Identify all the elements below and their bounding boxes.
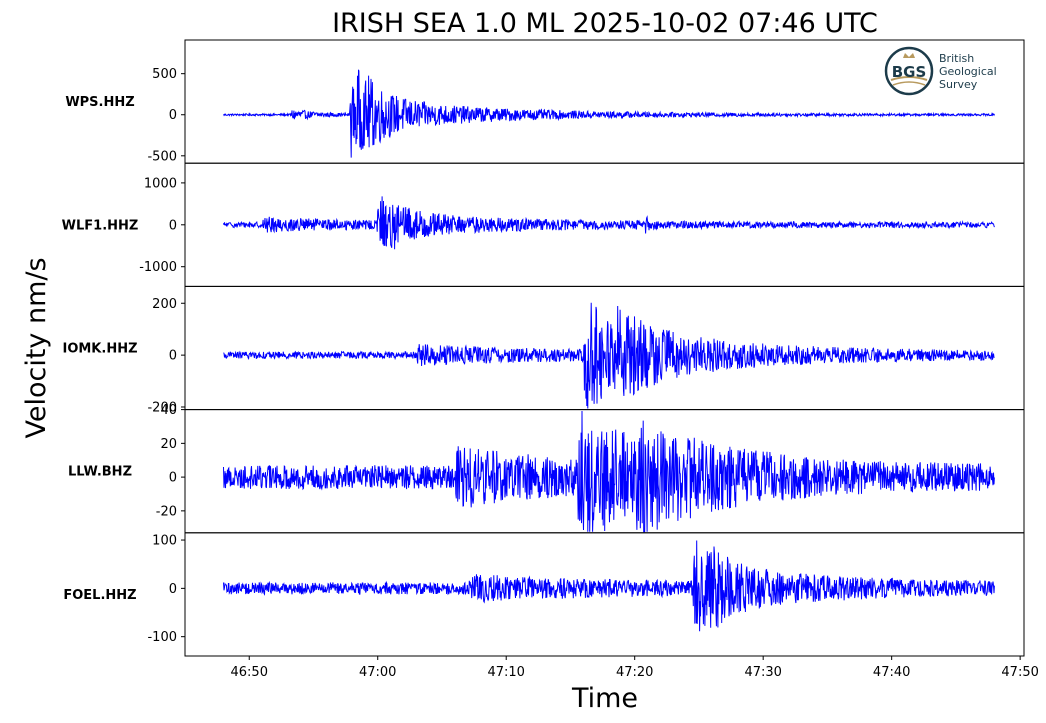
logo-line-3: Survey <box>939 78 978 91</box>
station-label: FOEL.HHZ <box>63 588 136 603</box>
logo-initials: BGS <box>892 63 927 81</box>
x-tick-label: 47:00 <box>359 665 396 680</box>
logo-line-2: Geological <box>939 65 997 78</box>
logo-wave-icon <box>890 76 928 81</box>
x-tick-label: 47:50 <box>1001 665 1038 680</box>
y-tick-label: -100 <box>147 630 177 645</box>
y-tick-label: 0 <box>169 218 177 233</box>
x-tick-label: 47:10 <box>487 665 524 680</box>
y-tick-label: 200 <box>152 297 177 312</box>
logo-crown-icon <box>903 53 915 58</box>
logo-ring-icon <box>884 46 934 96</box>
y-tick-label: 100 <box>152 534 177 549</box>
logo-line-1: British <box>939 52 974 65</box>
x-tick-label: 47:20 <box>616 665 653 680</box>
y-tick-label: 0 <box>169 582 177 597</box>
waveform-series <box>223 196 995 250</box>
waveform-series <box>223 410 995 533</box>
panels: 5000-500WPS.HHZ10000-1000WLF1.HHZ2000-20… <box>62 39 1025 657</box>
y-tick-label: 0 <box>169 108 177 123</box>
y-tick-label: -1000 <box>139 260 177 275</box>
y-tick-label: 40 <box>160 403 177 418</box>
y-axis-label: Velocity nm/s <box>21 257 52 438</box>
y-tick-label: -200 <box>147 401 177 416</box>
y-tick-label: -20 <box>156 504 177 519</box>
panel-wlf1-hhz: 1000 0 -1000 WLF1.HHZ <box>62 162 1025 287</box>
y-tick-label: 0 <box>169 349 177 364</box>
waveform-series <box>223 302 995 409</box>
panel-llw-bhz: 40 20 0 -20 LLW.BHZ <box>68 403 1025 534</box>
station-label: WPS.HHZ <box>65 95 134 110</box>
y-tick-label: -500 <box>147 149 177 164</box>
panel-foel-hhz: 100 0 -100 FOEL.HHZ <box>63 532 1025 657</box>
y-tick-label: 1000 <box>144 176 177 191</box>
x-axis: 46:50 47:00 47:10 47:20 47:30 47:40 47:50 <box>231 656 1039 680</box>
panel-wps-hhz: 500 0 -500 WPS.HHZ <box>65 39 1025 164</box>
panel-frame <box>184 532 1025 657</box>
station-label: WLF1.HHZ <box>62 218 139 233</box>
logo-wave-icon <box>892 81 926 86</box>
x-tick-label: 46:50 <box>231 665 268 680</box>
chart-title: IRISH SEA 1.0 ML 2025-10-02 07:46 UTC <box>332 8 878 39</box>
waveform-series <box>223 540 995 632</box>
x-tick-label: 47:40 <box>873 665 910 680</box>
panel-iomk-hhz: 200 0 -200 IOMK.HHZ <box>62 285 1025 416</box>
panel-frame <box>184 285 1025 411</box>
y-tick-label: 20 <box>160 437 177 452</box>
station-label: LLW.BHZ <box>68 465 132 480</box>
y-tick-label: 0 <box>169 471 177 486</box>
y-tick-label: 500 <box>152 67 177 82</box>
x-tick-label: 47:30 <box>744 665 781 680</box>
station-label: IOMK.HHZ <box>62 342 137 357</box>
waveform-series <box>223 69 995 158</box>
bgs-logo: BGS British Geological Survey <box>884 46 997 96</box>
x-axis-label: Time <box>571 683 638 714</box>
